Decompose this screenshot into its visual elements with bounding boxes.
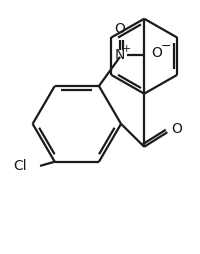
Text: N: N	[115, 48, 125, 62]
Text: O: O	[152, 46, 162, 60]
Text: +: +	[122, 43, 131, 54]
Text: O: O	[115, 22, 125, 36]
Text: −: −	[161, 40, 172, 53]
Text: Cl: Cl	[14, 159, 27, 173]
Text: O: O	[172, 122, 182, 136]
